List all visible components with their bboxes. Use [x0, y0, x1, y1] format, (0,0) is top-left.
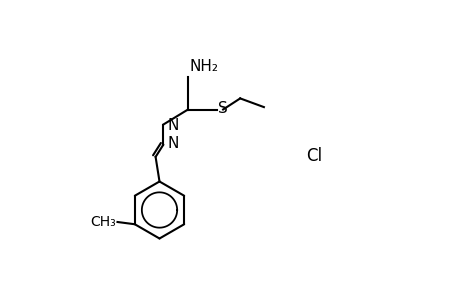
Text: N: N — [167, 118, 178, 134]
Text: Cl: Cl — [305, 147, 321, 165]
Text: CH₃: CH₃ — [90, 215, 116, 229]
Text: S: S — [218, 101, 227, 116]
Text: N: N — [167, 136, 178, 151]
Text: NH₂: NH₂ — [189, 59, 218, 74]
